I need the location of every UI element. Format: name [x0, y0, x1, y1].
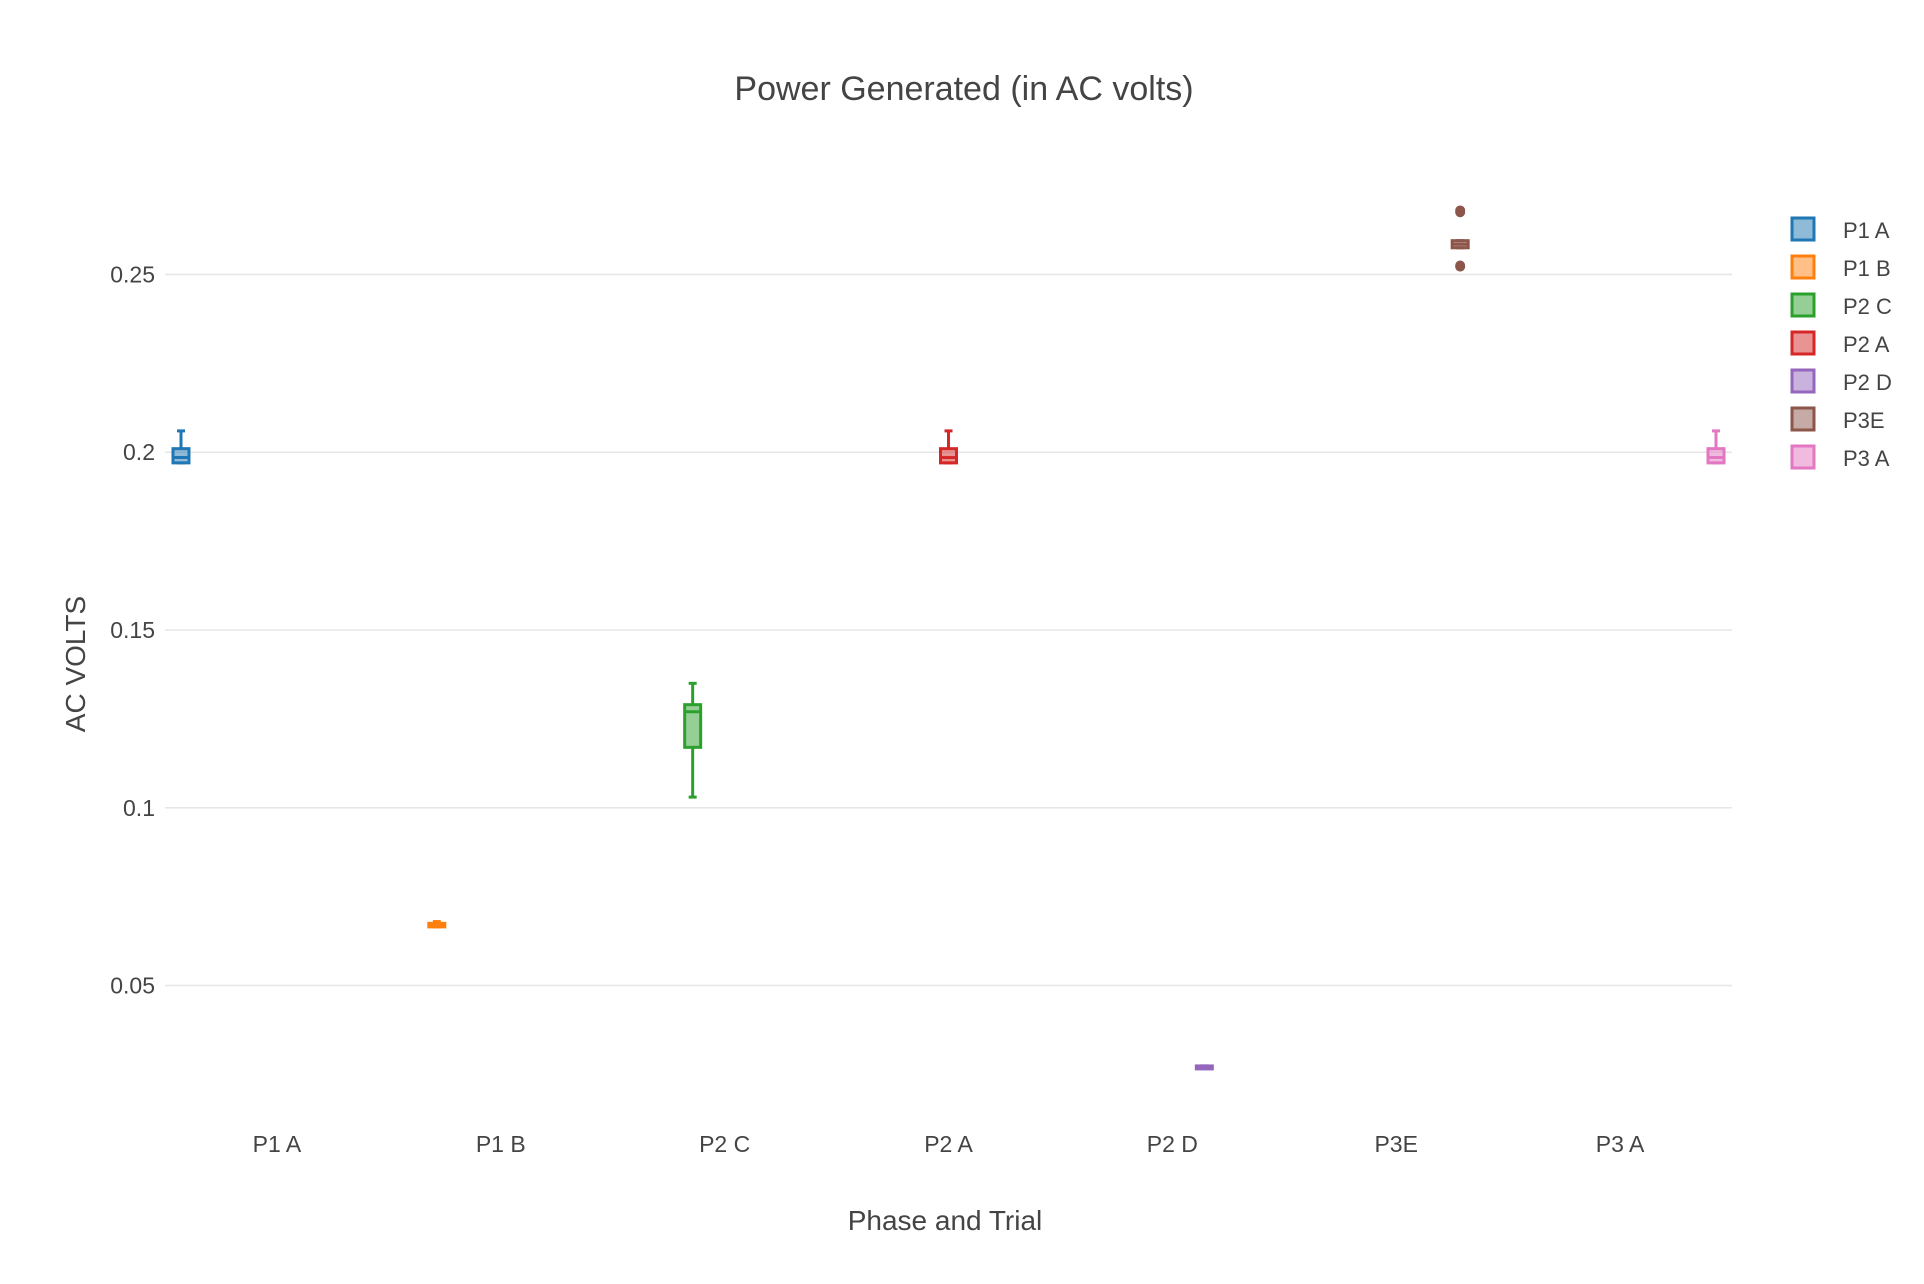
x-tick-label: P2 D: [1147, 1131, 1198, 1157]
box-body: [683, 703, 703, 749]
box-trace: [683, 681, 703, 799]
legend-swatch: [1790, 292, 1816, 318]
x-tick-label: P3E: [1374, 1131, 1417, 1157]
y-tick-label: 0.1: [123, 795, 155, 821]
legend-label: P2 A: [1843, 332, 1890, 357]
legend-item: P1 B: [1790, 254, 1891, 281]
legend-swatch: [1790, 254, 1816, 280]
legend-label: P1 A: [1843, 218, 1890, 243]
box-body: [171, 447, 191, 465]
legend-item: P2 C: [1790, 292, 1892, 319]
legend-item: P3 A: [1790, 444, 1890, 471]
legend-label: P3E: [1843, 408, 1885, 433]
box-outlier-point: [1455, 205, 1466, 216]
legend-swatch: [1790, 406, 1816, 432]
y-tick-label: 0.15: [110, 617, 155, 643]
box-trace: [1706, 429, 1726, 465]
legend-label: P1 B: [1843, 256, 1891, 281]
grid-lines: [165, 273, 1732, 987]
y-tick-label: 0.05: [110, 973, 155, 999]
x-tick-label: P2 C: [699, 1131, 750, 1157]
box-trace: [1194, 1064, 1214, 1071]
y-axis-title: AC VOLTS: [60, 596, 91, 732]
x-tick-label: P2 A: [924, 1131, 973, 1157]
box-trace: [939, 429, 958, 465]
legend-swatch: [1790, 444, 1816, 470]
box-outlier-point: [1455, 261, 1466, 272]
x-axis-title: Phase and Trial: [848, 1205, 1043, 1236]
x-tick-label: P3 A: [1596, 1131, 1645, 1157]
legend-item: P1 A: [1790, 216, 1890, 243]
y-axis-ticks: 0.05 0.1 0.15 0.2 0.25: [110, 261, 155, 998]
x-tick-label: P1 B: [476, 1131, 526, 1157]
y-tick-label: 0.25: [110, 261, 155, 287]
legend-item: P3E: [1790, 406, 1885, 433]
box-trace: [171, 429, 191, 465]
legend-swatch: [1790, 368, 1816, 394]
chart-title: Power Generated (in AC volts): [734, 70, 1193, 108]
legend-swatch: [1790, 216, 1816, 242]
legend-item: P2 A: [1790, 330, 1890, 357]
legend-label: P2 D: [1843, 370, 1892, 395]
x-tick-label: P1 A: [253, 1131, 302, 1157]
box-traces: [171, 205, 1726, 1071]
legend-item: P2 D: [1790, 368, 1892, 395]
x-axis-ticks: P1 A P1 B P2 C P2 A P2 D P3E P3 A: [253, 1131, 1645, 1157]
box-body: [939, 447, 958, 465]
legend-label: P2 C: [1843, 294, 1892, 319]
box-trace: [1450, 205, 1470, 272]
legend-label: P3 A: [1843, 446, 1890, 471]
box-body: [1706, 447, 1726, 465]
legend-swatch: [1790, 330, 1816, 356]
box-trace: [427, 920, 447, 929]
y-tick-label: 0.2: [123, 439, 155, 465]
legend: P1 A P1 B P2 C P2 A P2 D P3E P3 A: [1790, 216, 1892, 471]
